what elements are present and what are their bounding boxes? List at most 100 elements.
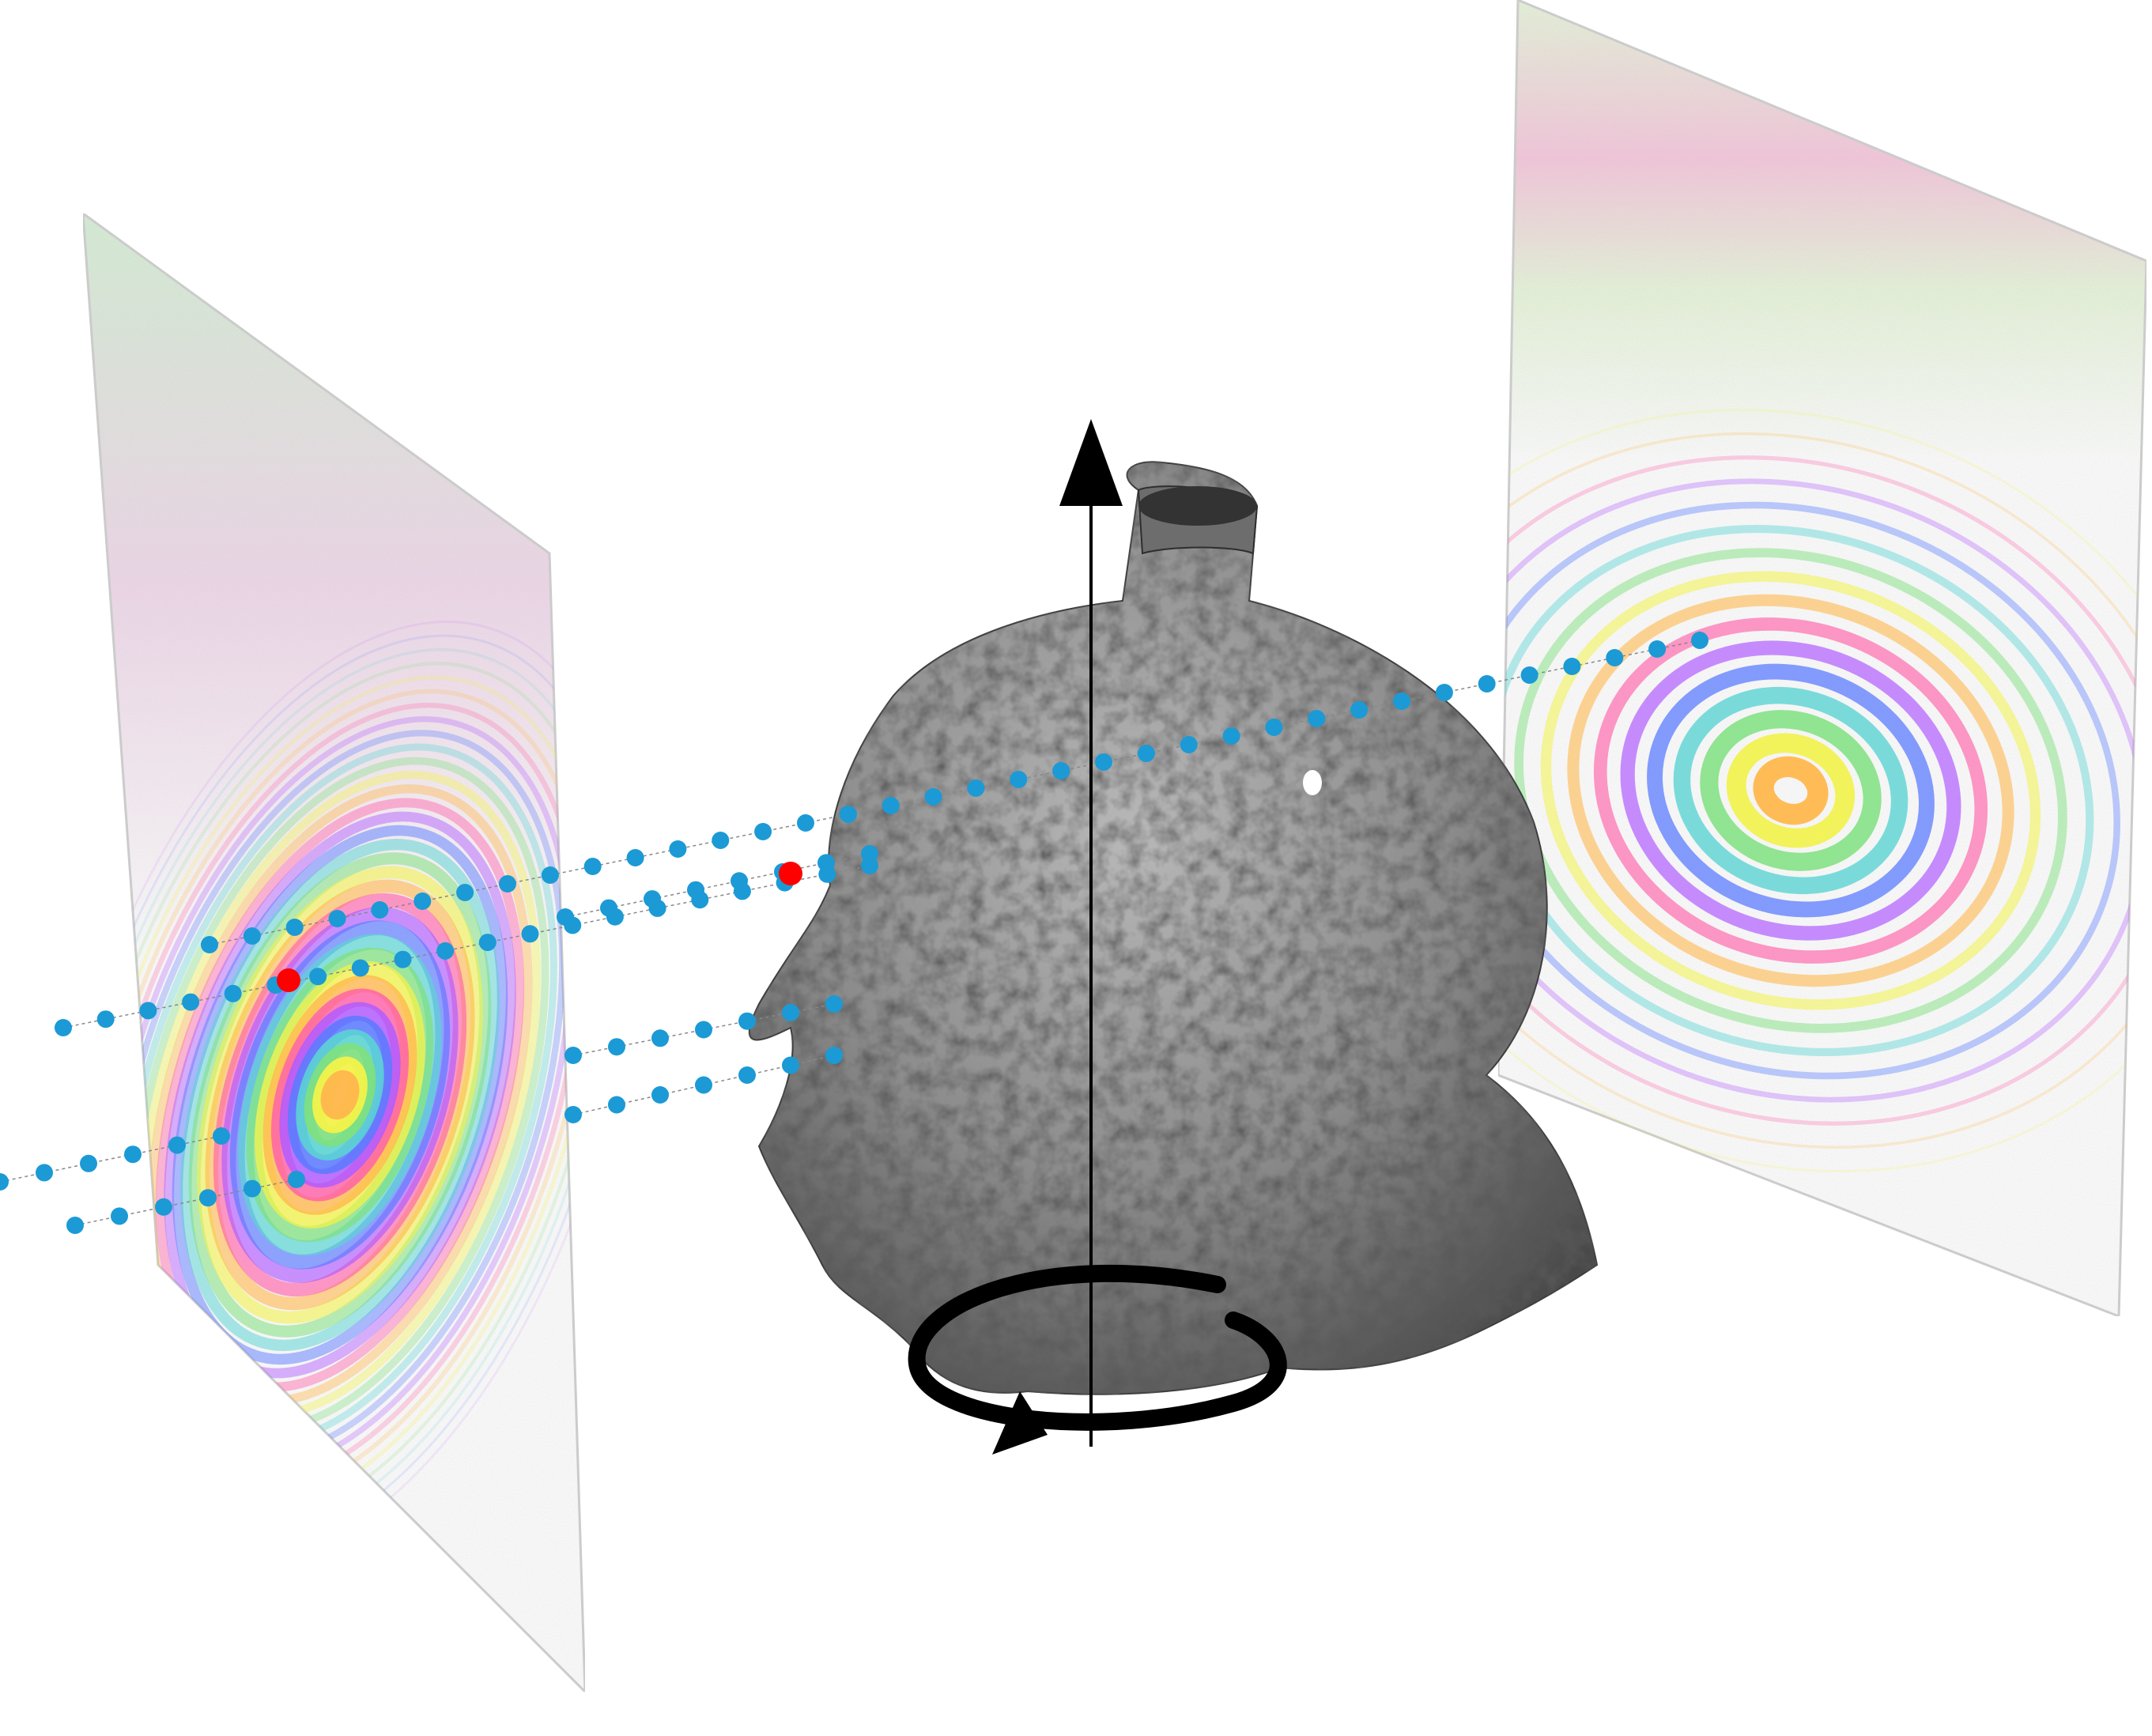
ray-dot	[557, 908, 574, 926]
ray-dot	[521, 925, 539, 943]
fringe-ring	[213, 893, 467, 1297]
ray-dot	[1265, 719, 1283, 736]
ray-dot	[687, 881, 704, 899]
ray-dot	[644, 890, 661, 908]
ray-dot	[651, 1086, 669, 1104]
rotation-arrow-icon	[992, 1391, 1048, 1455]
fringe-ring	[1498, 478, 2146, 1103]
ray-dot	[1222, 727, 1240, 745]
ray-dot	[1563, 658, 1581, 675]
ray-dot	[924, 788, 942, 806]
ray-dot	[825, 1047, 843, 1064]
ray-dot	[499, 875, 516, 893]
ray-dot	[55, 1019, 72, 1036]
ray-dot	[124, 1145, 142, 1164]
ray-dot	[1648, 640, 1667, 658]
ray-dot	[541, 866, 559, 884]
ray-dot	[1691, 632, 1708, 649]
ray-dot	[309, 968, 327, 986]
ray-dot	[967, 779, 985, 797]
ray-dot	[1308, 710, 1326, 727]
ray-dot	[738, 1012, 756, 1030]
ray-dot	[817, 854, 835, 872]
axis-arrow-icon	[1059, 419, 1123, 506]
ray-dot	[201, 936, 218, 953]
ray-dot	[564, 1047, 582, 1064]
ray-dot	[1606, 649, 1624, 666]
ray-dot	[0, 1173, 9, 1191]
ray-dot	[712, 832, 730, 849]
left-projection-panel	[81, 210, 587, 1695]
highlight-dot	[779, 862, 802, 885]
ray-dot	[782, 1003, 799, 1021]
ray-dot	[738, 1066, 756, 1084]
ray-dot	[1478, 675, 1496, 693]
ray-dot	[564, 1106, 582, 1123]
ray-dot	[285, 919, 304, 936]
fringe-ring	[1498, 432, 2146, 1149]
fringe-ring	[1673, 686, 1908, 895]
ray-dot	[600, 899, 617, 917]
fringe-ring	[1700, 710, 1882, 871]
ray-dot	[96, 1010, 115, 1028]
fringe-ring	[320, 1070, 360, 1120]
sample-object	[748, 461, 1599, 1395]
fringe-ring	[1647, 663, 1935, 918]
ray-dot	[754, 823, 772, 840]
ray-dot	[1095, 753, 1112, 771]
fringe-ring	[197, 866, 483, 1324]
ray-dot	[861, 845, 878, 862]
ray-dot	[1350, 701, 1369, 719]
ray-dot	[244, 1179, 261, 1198]
ray-dot	[394, 950, 412, 968]
fringe-ring	[205, 879, 475, 1311]
ray-dot	[478, 934, 496, 952]
fringe-ring	[1567, 594, 2014, 987]
fringe-ring	[1753, 756, 1829, 825]
fringe-ring	[1514, 548, 2067, 1033]
ray-dot	[882, 797, 900, 814]
sample-opening	[1138, 486, 1257, 526]
ray-dot	[1520, 666, 1538, 684]
rotation-arc	[908, 1264, 1287, 1431]
ray-dot	[1180, 736, 1198, 753]
ray-dot	[182, 993, 200, 1011]
ray-dot	[651, 1029, 669, 1047]
fringe-ring	[1620, 640, 1961, 941]
rotation-axis	[908, 419, 1287, 1455]
ray-dot	[413, 893, 432, 910]
ray-dot	[243, 927, 261, 945]
ray-dot	[1052, 762, 1070, 779]
ray-dot	[1435, 684, 1453, 701]
ray-dot	[1010, 771, 1028, 788]
ray-dot	[456, 884, 474, 901]
ray-dot	[213, 1127, 230, 1145]
ray-dot	[583, 858, 602, 875]
ray-dot	[224, 984, 242, 1002]
ray-dot	[66, 1217, 84, 1234]
fringe-ring	[221, 907, 459, 1283]
rays-front-group	[0, 632, 1708, 1234]
fringe-ring	[188, 852, 492, 1338]
fringe-ring	[1726, 733, 1856, 848]
fringe-ring	[172, 825, 508, 1365]
ray-dot	[371, 901, 389, 919]
ray-dot	[199, 1189, 217, 1207]
ray-dot	[1137, 745, 1155, 762]
ray-dot	[139, 1002, 157, 1020]
ray-dot	[155, 1198, 172, 1216]
right-projection-panel	[1497, 0, 2148, 1319]
ray-dot	[608, 1038, 625, 1056]
fringe-ring	[1498, 501, 2120, 1080]
ray-dot	[436, 942, 455, 960]
fringe-ring	[180, 839, 500, 1351]
ray-dot	[825, 995, 843, 1013]
ray-dot	[695, 1076, 712, 1094]
ray-dot	[288, 1171, 305, 1188]
fringe-ring	[1593, 617, 1988, 964]
ray-dot	[36, 1164, 53, 1182]
ray-dot	[111, 1207, 128, 1225]
fringe-ring	[1540, 571, 2041, 1010]
